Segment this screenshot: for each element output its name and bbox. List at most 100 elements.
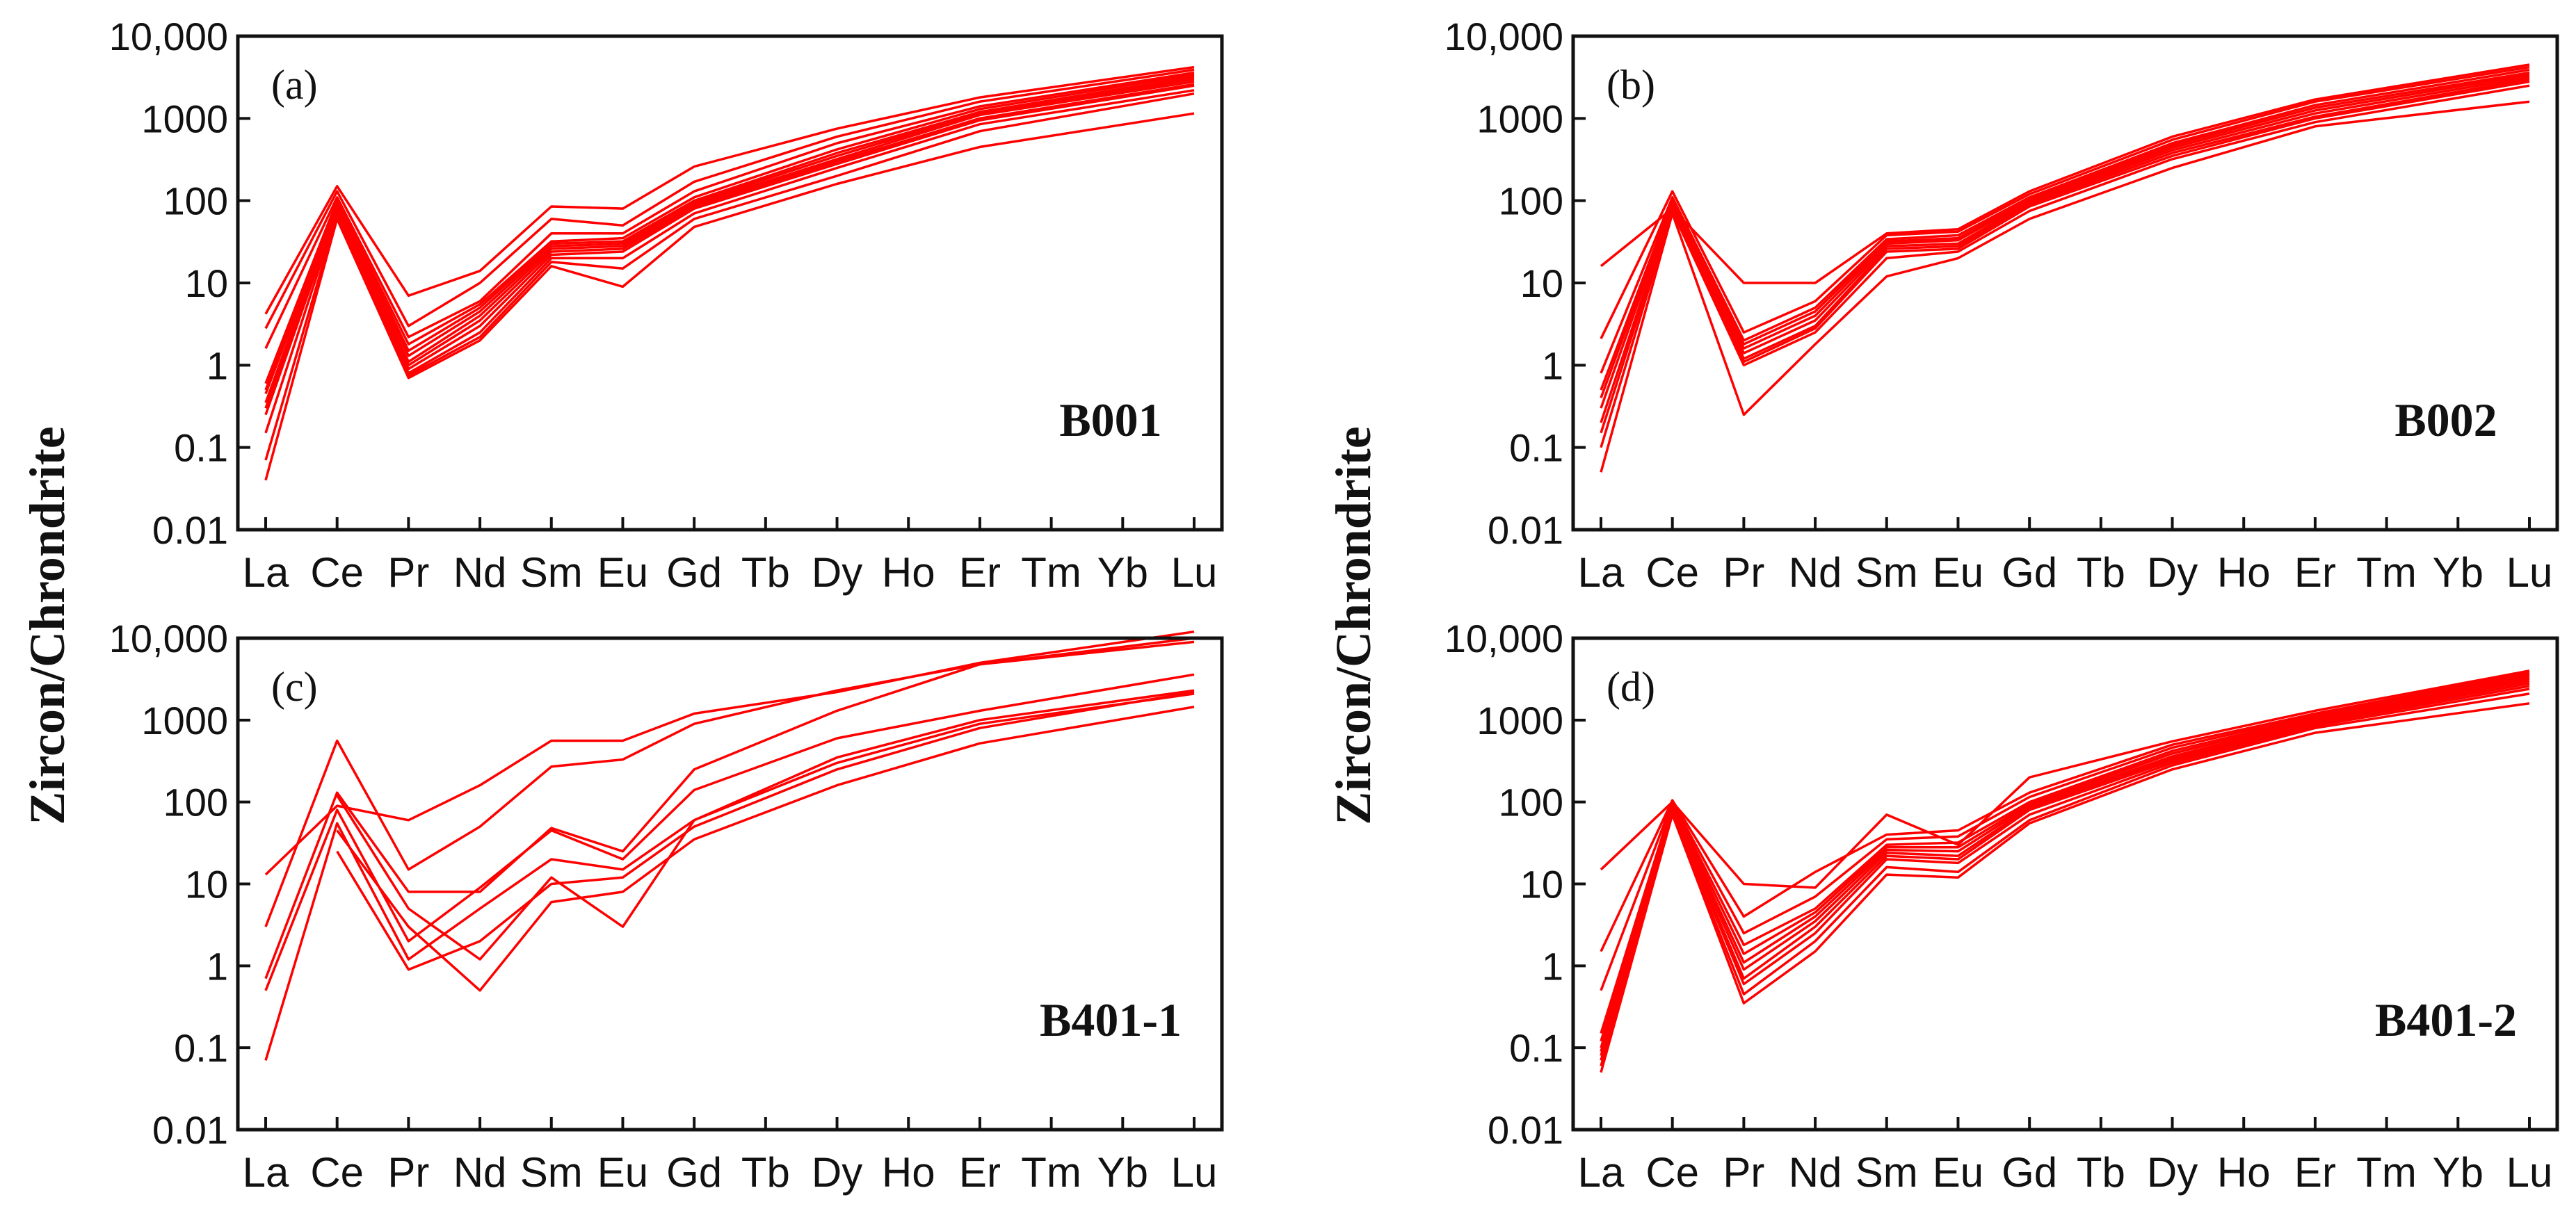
y-tick-label: 100 <box>1499 179 1563 223</box>
x-tick-label-yb: Yb <box>1097 1149 1148 1196</box>
series-line-2 <box>264 68 1195 330</box>
sample-label: B002 <box>2394 393 2497 446</box>
series-line-5 <box>264 689 1195 1061</box>
x-tick-label-tb: Tb <box>741 1149 790 1196</box>
series-line-3 <box>1600 673 2530 991</box>
sample-label: B001 <box>1059 393 1161 446</box>
series-line-9 <box>1600 688 2530 1061</box>
series-line-8 <box>264 83 1195 409</box>
x-tick-label-sm: Sm <box>1855 549 1918 596</box>
x-tick-label-nd: Nd <box>1789 549 1842 596</box>
y-tick-label: 100 <box>163 179 228 223</box>
y-tick-label: 0.01 <box>1488 1108 1563 1152</box>
panel-b: 0.01 0.1 1 10 100 1000 10,000 La Ce Pr Nd Sm Eu Gd Tb D… <box>1444 15 2559 596</box>
y-tick-label: 10 <box>185 261 228 305</box>
x-tick-label-gd: Gd <box>2002 549 2057 596</box>
y-tick-label: 10 <box>1520 863 1563 907</box>
x-tick-label-nd: Nd <box>453 549 507 596</box>
y-tick-label: 1000 <box>1476 97 1563 140</box>
series-line-7 <box>1600 682 2530 1052</box>
series-line-1 <box>1600 63 2530 284</box>
x-tick-label-sm: Sm <box>520 549 583 596</box>
x-tick-label-pr: Pr <box>387 549 429 596</box>
panel-tag: (b) <box>1607 62 1655 108</box>
x-tick-label-pr: Pr <box>1723 549 1764 596</box>
x-tick-label-ho: Ho <box>882 549 935 596</box>
x-tick-label-ce: Ce <box>1645 1149 1699 1196</box>
y-tick-label: 1 <box>207 944 228 988</box>
series-line-8 <box>336 690 1195 971</box>
y-tick-label: 0.01 <box>152 1108 228 1152</box>
y-tick-label: 1000 <box>141 97 228 140</box>
panel-a: 0.01 0.1 1 10 100 1000 10,000 La Ce Pr Nd Sm Eu Gd Tb D… <box>109 15 1224 596</box>
series-line-10 <box>1600 692 2530 1066</box>
x-tick-label-er: Er <box>959 549 1001 596</box>
series-line-11 <box>264 92 1195 461</box>
x-tick-label-gd: Gd <box>2002 1149 2057 1196</box>
series-line-11 <box>1600 702 2530 1073</box>
series-line-5 <box>1600 73 2530 399</box>
panel-tag: (a) <box>271 62 318 108</box>
x-tick-label-ce: Ce <box>1645 549 1699 596</box>
y-tick-label: 1000 <box>1476 699 1563 742</box>
y-tick-label: 1 <box>207 343 228 387</box>
series-line-3 <box>264 637 1195 980</box>
series-line-5 <box>264 75 1195 391</box>
x-tick-label-eu: Eu <box>597 1149 648 1196</box>
x-tick-label-yb: Yb <box>2433 1149 2484 1196</box>
series-line-4 <box>264 673 1195 991</box>
series-line-10 <box>1600 100 2530 473</box>
x-tick-label-tm: Tm <box>1021 549 1081 596</box>
x-tick-label-ce: Ce <box>310 549 364 596</box>
sample-label: B401-1 <box>1040 993 1182 1046</box>
x-tick-label-lu: Lu <box>1171 1149 1218 1196</box>
x-tick-label-tm: Tm <box>1021 1149 1081 1196</box>
x-tick-label-lu: Lu <box>2506 1149 2553 1196</box>
x-tick-label-gd: Gd <box>666 549 722 596</box>
x-tick-label-yb: Yb <box>1097 549 1148 596</box>
x-tick-label-yb: Yb <box>2433 549 2484 596</box>
series-line-12 <box>264 112 1195 481</box>
series-line-2 <box>264 640 1195 927</box>
x-tick-label-tm: Tm <box>2356 1149 2417 1196</box>
y-tick-label: 0.1 <box>1509 426 1563 470</box>
series-line-4 <box>1600 675 2530 1034</box>
x-tick-label-dy: Dy <box>812 1149 862 1196</box>
x-tick-label-la: La <box>1578 1149 1625 1196</box>
x-tick-label-dy: Dy <box>812 549 862 596</box>
y-tick-label: 10 <box>185 863 228 907</box>
x-tick-label-pr: Pr <box>1723 1149 1764 1196</box>
series-line-3 <box>264 71 1195 349</box>
y-axis-title-right: Zircon/Chrondrite <box>1326 426 1381 824</box>
y-tick-label: 10,000 <box>109 15 228 58</box>
series-line-1 <box>264 65 1195 315</box>
x-tick-label-pr: Pr <box>387 1149 429 1196</box>
series-line-10 <box>264 89 1195 434</box>
y-tick-label: 0.01 <box>152 508 228 552</box>
series-line-2 <box>1600 65 2530 339</box>
x-tick-label-ce: Ce <box>310 1149 364 1196</box>
y-tick-label: 10 <box>1520 261 1563 305</box>
x-tick-label-sm: Sm <box>520 1149 583 1196</box>
x-tick-label-er: Er <box>2294 1149 2336 1196</box>
y-axis-title-left: Zircon/Chrondrite <box>19 426 75 824</box>
x-tick-label-ho: Ho <box>2217 1149 2271 1196</box>
series-line-6 <box>1600 679 2530 1048</box>
series-line-4 <box>1600 71 2530 391</box>
series-line-3 <box>1600 68 2530 374</box>
y-tick-label: 0.1 <box>1509 1026 1563 1070</box>
x-tick-label-eu: Eu <box>1933 549 1983 596</box>
x-tick-label-dy: Dy <box>2147 549 2198 596</box>
y-tick-label: 0.1 <box>174 426 228 470</box>
x-tick-label-ho: Ho <box>882 1149 935 1196</box>
series-line-10 <box>336 692 1195 961</box>
panel-d: 0.01 0.1 1 10 100 1000 10,000 La Ce Pr Nd Sm Eu Gd Tb D… <box>1444 617 2559 1196</box>
x-tick-label-er: Er <box>2294 549 2336 596</box>
y-tick-label: 10,000 <box>1444 15 1563 58</box>
x-tick-label-tb: Tb <box>2077 1149 2125 1196</box>
series-line-5 <box>1600 677 2530 1042</box>
plot-frame <box>1571 34 2559 532</box>
series-line-2 <box>1600 671 2530 952</box>
x-tick-label-la: La <box>243 549 289 596</box>
series-line-6 <box>1600 75 2530 409</box>
